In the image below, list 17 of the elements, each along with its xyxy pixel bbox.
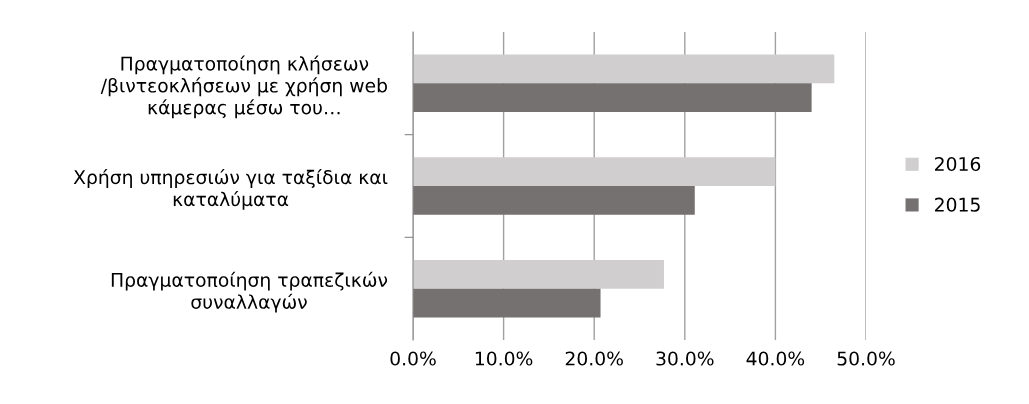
y-tick-label: Πραγματοποίηση τραπεζικών συναλλαγών — [111, 271, 388, 313]
bar — [413, 288, 601, 318]
legend-label: 2015 — [935, 197, 980, 212]
x-tick-label: 0.0% — [390, 351, 436, 366]
x-tick-label: 20.0% — [565, 351, 623, 366]
y-tick-label: Χρήση υπηρεσιών για ταξίδια και καταλύματα — [73, 169, 388, 210]
legend-label: 2016 — [935, 156, 981, 172]
bar — [413, 259, 664, 289]
x-tick-label: 40.0% — [746, 351, 805, 366]
x-tick-label: 30.0% — [656, 351, 714, 366]
bar — [413, 83, 812, 113]
y-tick-label: Πραγματοποίηση κλήσεων /βιντεοκλήσεων με χρήση web κάμερας μέσω του… — [100, 55, 387, 119]
x-tick-label: 50.0% — [837, 351, 895, 366]
x-tick-label: 10.0% — [475, 351, 533, 366]
bar — [413, 157, 776, 186]
bar — [413, 54, 835, 84]
bar — [413, 186, 695, 215]
